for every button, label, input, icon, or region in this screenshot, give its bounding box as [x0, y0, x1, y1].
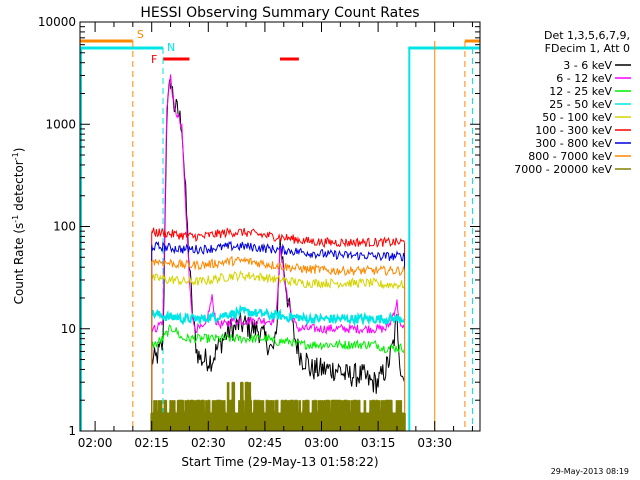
- y-tick-label: 10000: [38, 15, 76, 29]
- legend-label: 3 - 6 keV: [563, 59, 612, 72]
- saa-label: S: [137, 28, 144, 41]
- series-layer: [150, 74, 406, 431]
- legend-label: 6 - 12 keV: [556, 72, 612, 85]
- series-line: [151, 269, 405, 290]
- legend-header-line-2: FDecim 1, Att 0: [545, 42, 630, 55]
- x-tick-label: 02:15: [134, 436, 169, 450]
- night-label: N: [167, 41, 175, 54]
- flare-label: F: [151, 53, 157, 66]
- legend-label: 50 - 100 keV: [542, 111, 612, 124]
- series-line: [151, 255, 405, 277]
- y-axis-label-part3: ): [12, 148, 26, 153]
- series-line: [150, 304, 406, 328]
- x-tick-label: 02:45: [248, 436, 283, 450]
- y-tick-label: 1: [68, 424, 76, 438]
- y-tick-label: 10: [61, 322, 76, 336]
- annotation-layer: S NF: [80, 28, 480, 431]
- legend-label: 100 - 300 keV: [535, 124, 612, 137]
- x-tick-label: 03:30: [417, 436, 452, 450]
- y-axis-label: Count Rate (s-1 detector-1): [11, 148, 26, 305]
- series-line: [151, 324, 405, 354]
- series-line: [151, 226, 405, 249]
- x-tick-label: 03:00: [304, 436, 339, 450]
- x-tick-label: 03:15: [361, 436, 396, 450]
- y-tick-label: 100: [53, 220, 76, 234]
- y-axis-label-sup2: -1: [11, 152, 20, 160]
- legend-label: 800 - 7000 keV: [528, 150, 612, 163]
- y-tick-label: 1000: [45, 117, 76, 131]
- y-axis-label-part1: Count Rate (s: [12, 223, 26, 305]
- x-tick-label: 02:30: [191, 436, 226, 450]
- y-axis-label-part2: detector: [12, 160, 26, 215]
- series-line: [151, 240, 405, 262]
- chart-title: HESSI Observing Summary Count Rates: [140, 5, 419, 21]
- series-line: [151, 79, 405, 394]
- legend: Det 1,3,5,6,7,9, FDecim 1, Att 0 3 - 6 k…: [514, 29, 631, 176]
- y-axis-label-sup1: -1: [11, 215, 20, 223]
- series-line: [151, 381, 405, 414]
- footer-timestamp: 29-May-2013 08:19: [551, 467, 629, 476]
- legend-label: 300 - 800 keV: [535, 137, 612, 150]
- series-line: [151, 74, 405, 335]
- axis-layer: 02:00 02:15 02:30 02:45 03:00 03:15 03:30 1 10 10…: [38, 15, 480, 450]
- x-axis-label: Start Time (29-May-13 01:58:22): [181, 455, 378, 469]
- legend-header-line-1: Det 1,3,5,6,7,9,: [544, 29, 630, 42]
- plot-frame: [79, 21, 481, 432]
- legend-label: 7000 - 20000 keV: [514, 163, 612, 176]
- legend-label: 25 - 50 keV: [549, 98, 612, 111]
- x-tick-label: 02:00: [78, 436, 113, 450]
- legend-label: 12 - 25 keV: [549, 85, 612, 98]
